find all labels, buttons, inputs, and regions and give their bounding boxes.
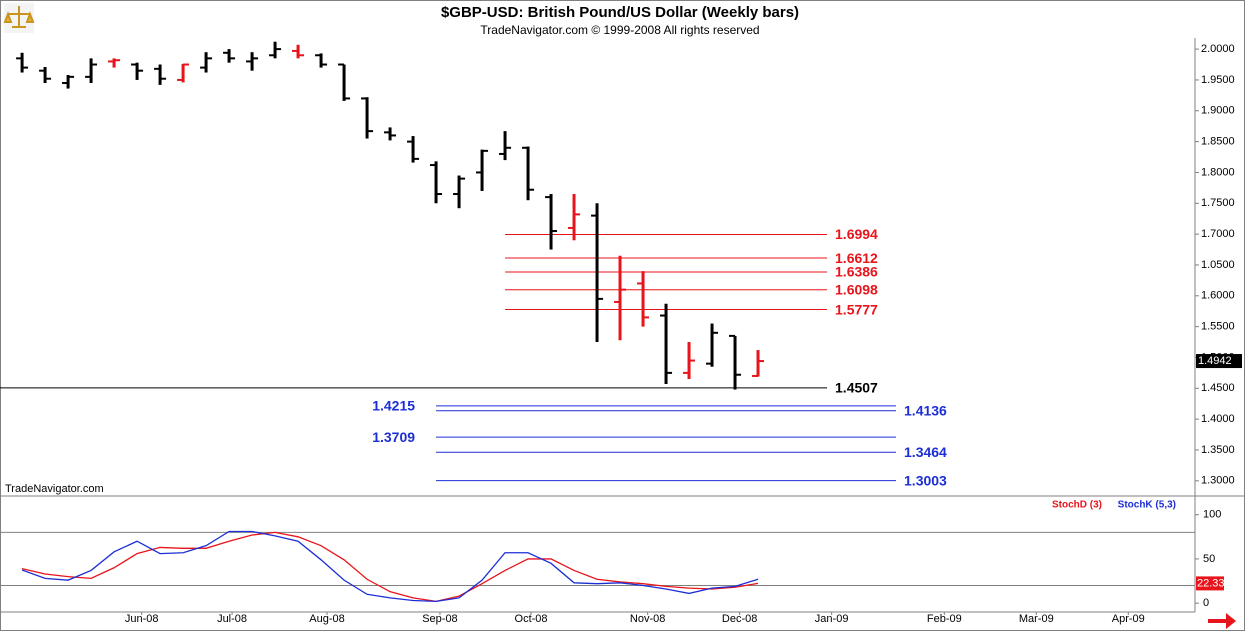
y-tick-label: 1.9000 xyxy=(1201,105,1235,117)
level-label: 1.3709 xyxy=(372,429,415,445)
last-value-label: 22.33 xyxy=(1197,577,1225,589)
y-tick-label: 2.0000 xyxy=(1201,43,1235,55)
x-tick-label: Jan-09 xyxy=(815,613,849,625)
x-tick-label: Sep-08 xyxy=(422,613,457,625)
y-tick-label: 1.6000 xyxy=(1201,290,1235,302)
level-label: 1.3464 xyxy=(904,444,947,460)
y-tick-label: 50 xyxy=(1203,553,1215,565)
y-tick-label: 1.0500 xyxy=(1201,259,1235,271)
last-price-label: 1.4942 xyxy=(1198,355,1232,367)
level-label: 1.6612 xyxy=(835,250,878,266)
x-tick-label: Nov-08 xyxy=(630,613,665,625)
x-tick-label: Jul-08 xyxy=(217,613,247,625)
level-label: 1.6098 xyxy=(835,281,878,297)
legend-entry: StochK (5,3) xyxy=(1118,500,1176,511)
y-tick-label: 1.8000 xyxy=(1201,166,1235,178)
y-tick-label: 1.4000 xyxy=(1201,413,1235,425)
x-tick-label: Dec-08 xyxy=(722,613,757,625)
x-tick-label: Oct-08 xyxy=(515,613,548,625)
last-value-box xyxy=(1196,576,1224,591)
y-tick-label: 100 xyxy=(1203,509,1221,521)
x-tick-label: Aug-08 xyxy=(309,613,344,625)
level-label: 1.3003 xyxy=(904,472,947,488)
level-label: 1.4507 xyxy=(835,380,878,396)
chart-title: $GBP-USD: British Pound/US Dollar (Weekl… xyxy=(441,4,799,21)
x-tick-label: Apr-09 xyxy=(1112,613,1145,625)
last-price-box xyxy=(1196,354,1242,369)
y-tick-label: 1.7500 xyxy=(1201,197,1235,209)
scroll-arrow[interactable] xyxy=(1208,613,1236,629)
x-tick-label: Mar-09 xyxy=(1019,613,1054,625)
y-tick-label: 1.3000 xyxy=(1201,475,1235,487)
chart-subtitle: TradeNavigator.com © 1999-2008 All right… xyxy=(480,23,759,37)
stoch-line xyxy=(21,530,759,603)
level-label: 1.6994 xyxy=(835,226,878,242)
y-tick-label: 1.3500 xyxy=(1201,444,1235,456)
level-label: 1.6386 xyxy=(835,264,878,280)
level-label: 1.4136 xyxy=(904,402,947,418)
level-label: 1.5777 xyxy=(835,301,878,317)
y-tick-label: 1.9500 xyxy=(1201,74,1235,86)
y-tick-label: 1.5500 xyxy=(1201,321,1235,333)
y-tick-label: 0 xyxy=(1203,597,1209,609)
stoch-line xyxy=(21,531,759,603)
legend-entry: StochD (3) xyxy=(1052,500,1102,511)
logo xyxy=(3,3,35,33)
y-tick-label: 1.8500 xyxy=(1201,136,1235,148)
x-tick-label: Jun-08 xyxy=(125,613,159,625)
level-label: 1.4215 xyxy=(372,398,415,414)
y-tick-label: 1.4500 xyxy=(1201,382,1235,394)
watermark: TradeNavigator.com xyxy=(5,483,104,495)
x-tick-label: Feb-09 xyxy=(927,613,962,625)
y-tick-label: 1.7000 xyxy=(1201,228,1235,240)
